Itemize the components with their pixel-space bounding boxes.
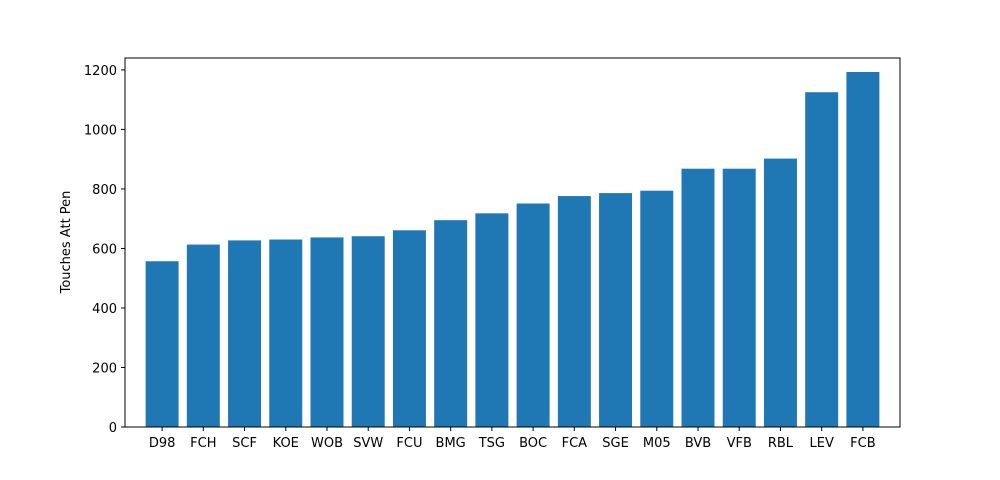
x-tick-label: BMG — [436, 436, 466, 451]
x-tick-label: M05 — [643, 436, 671, 451]
y-tick-label: 1200 — [84, 64, 117, 79]
y-tick-label: 600 — [92, 242, 117, 257]
bar-fcu — [392, 230, 426, 427]
bar-svw — [351, 236, 385, 427]
x-tick-label: BVB — [685, 436, 711, 451]
x-tick-label: BOC — [519, 436, 547, 451]
bar-lev — [805, 92, 839, 427]
x-tick-label: TSG — [478, 436, 505, 451]
x-tick-label: FCH — [190, 436, 216, 451]
bar-bmg — [434, 220, 468, 427]
bar-wob — [310, 237, 344, 427]
x-tick-label: FCB — [850, 436, 875, 451]
x-axis: D98 FCH SCF KOE WOB SVW FCU BMG TSG BOC FCA SGE M05 B… — [149, 427, 876, 451]
bar-fca — [557, 196, 591, 427]
plot-area-frame — [124, 57, 901, 428]
bar-m05 — [640, 190, 674, 427]
x-tick-label: SVW — [353, 436, 383, 451]
bar-scf — [228, 240, 262, 427]
x-tick-label: LEV — [809, 436, 833, 451]
bar-boc — [516, 203, 550, 427]
y-tick-label: 200 — [92, 361, 117, 376]
x-tick-label: VFB — [727, 436, 752, 451]
x-tick-label: D98 — [149, 436, 176, 451]
x-tick-label: SGE — [602, 436, 629, 451]
bars-layer — [145, 71, 880, 427]
x-tick-label: RBL — [768, 436, 794, 451]
x-tick-label: KOE — [273, 436, 299, 451]
bar-d98 — [145, 261, 179, 427]
bar-fch — [186, 244, 220, 427]
x-tick-label: WOB — [311, 436, 343, 451]
y-axis-label: Touches Att Pen — [59, 191, 74, 295]
x-tick-label: FCU — [396, 436, 422, 451]
x-tick-label: FCA — [562, 436, 588, 451]
bar-bvb — [681, 168, 715, 427]
bar-fcb — [846, 71, 880, 427]
y-tick-label: 1000 — [84, 123, 117, 138]
y-tick-label: 0 — [109, 421, 117, 436]
y-axis: 0 200 400 600 800 1000 1200 — [84, 64, 125, 436]
y-tick-label: 800 — [92, 183, 117, 198]
y-tick-label: 400 — [92, 302, 117, 317]
x-tick-label: SCF — [232, 436, 257, 451]
bar-sge — [599, 193, 633, 427]
bar-vfb — [722, 168, 756, 427]
bar-tsg — [475, 213, 509, 427]
bar-koe — [269, 239, 303, 427]
bar-rbl — [763, 158, 797, 427]
